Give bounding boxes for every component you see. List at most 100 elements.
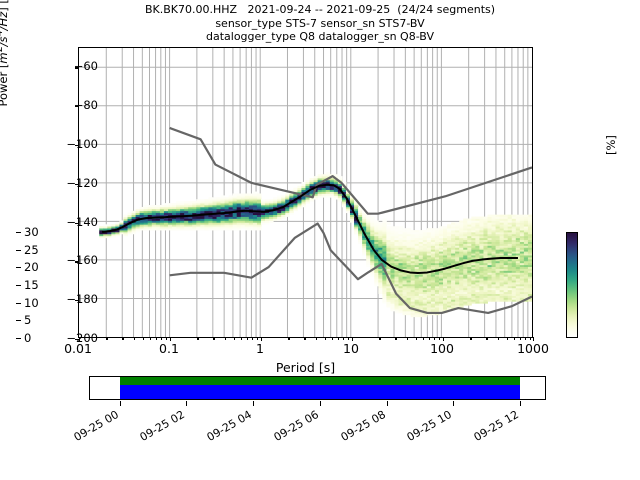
ppsd-histogram-cell — [224, 214, 230, 217]
ppsd-histogram-cell — [208, 224, 213, 227]
ppsd-histogram-cell — [163, 218, 169, 221]
ppsd-histogram-cell — [447, 231, 452, 235]
ppsd-histogram-cell — [354, 222, 359, 225]
ppsd-histogram-cell — [447, 295, 452, 298]
ppsd-histogram-cell — [362, 222, 367, 225]
ppsd-histogram-cell — [398, 239, 404, 242]
ppsd-histogram-cell — [467, 299, 472, 302]
ppsd-histogram-cell — [192, 222, 197, 225]
ppsd-histogram-cell — [483, 230, 488, 233]
ppsd-histogram-cell — [463, 222, 468, 225]
ppsd-histogram-cell — [511, 258, 517, 262]
timeline-tick-mark — [519, 401, 522, 406]
ppsd-histogram-cell — [354, 206, 359, 210]
ppsd-histogram-cell — [467, 226, 472, 229]
ppsd-histogram-cell — [370, 224, 375, 227]
ppsd-histogram-cell — [410, 245, 416, 248]
ppsd-histogram-cell — [475, 253, 480, 256]
ppsd-histogram-cell — [434, 247, 440, 250]
ppsd-histogram-cell — [309, 191, 315, 194]
ppsd-histogram-cell — [216, 214, 222, 217]
ppsd-histogram-cell — [455, 299, 460, 302]
ppsd-histogram-cell — [313, 193, 319, 196]
ppsd-histogram-cell — [483, 249, 488, 252]
ppsd-histogram-cell — [256, 195, 262, 198]
ppsd-histogram-cell — [188, 205, 193, 208]
ppsd-histogram-cell — [467, 239, 472, 242]
ppsd-histogram-cell — [406, 293, 412, 296]
ppsd-histogram-cell — [451, 241, 456, 244]
ppsd-histogram-cell — [139, 208, 145, 212]
ppsd-histogram-cell — [341, 203, 347, 206]
ppsd-histogram-cell — [378, 226, 383, 229]
ppsd-histogram-cell — [515, 287, 521, 291]
ppsd-histogram-cell — [107, 233, 112, 237]
ppsd-histogram-cell — [180, 205, 185, 208]
ppsd-histogram-cell — [151, 210, 157, 214]
x-axis-tick-mark — [406, 337, 409, 340]
ppsd-histogram-cell — [483, 291, 488, 294]
ppsd-histogram-cell — [382, 235, 387, 239]
ppsd-histogram-cell — [447, 307, 452, 310]
ppsd-histogram-cell — [430, 272, 436, 275]
ppsd-histogram-cell — [455, 243, 460, 246]
ppsd-histogram-cell — [414, 243, 420, 246]
ppsd-histogram-cell — [390, 239, 395, 242]
ppsd-histogram-cell — [305, 187, 310, 190]
ppsd-histogram-cell — [479, 224, 484, 227]
ppsd-histogram-cell — [188, 216, 193, 219]
ppsd-histogram-cell — [434, 297, 440, 300]
ppsd-histogram-cell — [252, 208, 258, 212]
colorbar-label: [%] — [604, 135, 618, 155]
ppsd-histogram-cell — [265, 212, 270, 216]
ppsd-histogram-cell — [208, 206, 213, 210]
ppsd-histogram-cell — [410, 268, 416, 271]
ppsd-histogram-cell — [127, 230, 133, 233]
ppsd-histogram-cell — [475, 291, 480, 294]
ppsd-histogram-cell — [410, 230, 416, 233]
ppsd-histogram-cell — [463, 251, 468, 254]
ppsd-histogram-cell — [507, 251, 513, 254]
ppsd-histogram-cell — [447, 262, 452, 266]
ppsd-histogram-cell — [422, 301, 428, 304]
ppsd-histogram-cell — [261, 201, 266, 204]
ppsd-histogram-cell — [329, 181, 335, 185]
x-axis-tick-mark — [142, 337, 144, 340]
ppsd-histogram-cell — [220, 214, 226, 217]
ppsd-histogram-cell — [321, 195, 327, 198]
ppsd-histogram-cell — [378, 233, 383, 237]
ppsd-histogram-cell — [459, 220, 464, 223]
ppsd-histogram-cell — [475, 231, 480, 235]
colorbar-tick-value: 30 — [24, 225, 39, 239]
ppsd-histogram-cell — [414, 301, 420, 304]
ppsd-histogram-cell — [503, 272, 509, 275]
ppsd-histogram-cell — [236, 197, 242, 200]
ppsd-histogram-cell — [487, 237, 493, 241]
ppsd-histogram-cell — [503, 237, 509, 241]
ppsd-histogram-cell — [434, 282, 440, 285]
ppsd-histogram-cell — [256, 226, 262, 229]
ppsd-histogram-cell — [281, 203, 286, 206]
ppsd-histogram-cell — [443, 280, 448, 283]
ppsd-histogram-cell — [422, 297, 428, 300]
ppsd-histogram-cell — [228, 206, 234, 210]
ppsd-histogram-cell — [269, 205, 274, 208]
ppsd-histogram-cell — [495, 222, 501, 225]
ppsd-histogram-cell — [471, 226, 476, 229]
ppsd-histogram-cell — [188, 212, 193, 216]
ppsd-histogram-cell — [398, 276, 404, 279]
ppsd-histogram-cell — [495, 268, 501, 271]
ppsd-histogram-cell — [143, 210, 149, 214]
ppsd-histogram-cell — [390, 307, 395, 310]
timeline-date-label: 09-25 04 — [204, 408, 254, 444]
ppsd-histogram-cell — [317, 187, 323, 190]
ppsd-histogram-cell — [475, 270, 480, 273]
ppsd-histogram-cell — [269, 220, 274, 223]
ppsd-histogram-cell — [426, 282, 432, 285]
timeline-blue-band — [119, 385, 520, 399]
ppsd-histogram-cell — [297, 201, 302, 204]
ppsd-histogram-cell — [422, 289, 428, 293]
ppsd-histogram-cell — [507, 243, 513, 246]
colorbar-tick-mark — [16, 338, 21, 339]
ppsd-histogram-cell — [515, 289, 521, 293]
